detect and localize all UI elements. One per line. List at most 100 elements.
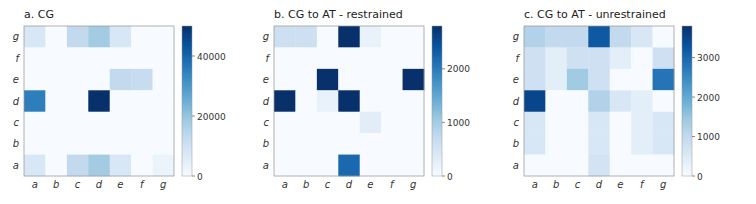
- heatmap-cell: [403, 69, 425, 91]
- heatmap-cell: [653, 155, 675, 177]
- y-tick-label: a: [263, 160, 269, 171]
- heatmap-cell: [653, 90, 675, 112]
- heatmap-cell: [610, 47, 632, 69]
- heatmap-cell: [338, 69, 360, 91]
- heatmap-cell: [338, 155, 360, 177]
- heatmap-cell: [110, 90, 132, 112]
- heatmap-cell: [631, 47, 653, 69]
- heatmap-cell: [131, 112, 153, 134]
- heatmap-cell: [381, 133, 403, 155]
- y-tick-label: c: [264, 117, 270, 128]
- heatmap-cell: [88, 133, 110, 155]
- heatmap-cell: [67, 26, 89, 48]
- x-tick-label: a: [532, 179, 538, 190]
- x-tick-label: b: [303, 179, 309, 190]
- colorbar: [182, 26, 192, 176]
- colorbar-tick-label: 0: [197, 172, 203, 182]
- heatmap-cell: [653, 69, 675, 91]
- x-tick-label: d: [596, 179, 603, 190]
- heatmap-cell: [610, 133, 632, 155]
- colorbar-tick: [692, 97, 695, 98]
- heatmap-cell: [338, 90, 360, 112]
- chart-title: a. CG: [24, 8, 54, 21]
- heatmap-cell: [588, 112, 610, 134]
- heatmap-cell: [67, 90, 89, 112]
- colorbar-tick: [192, 176, 195, 177]
- heatmap-cell: [360, 69, 382, 91]
- y-tick-label: b: [13, 138, 19, 149]
- heatmap-cell: [403, 112, 425, 134]
- heatmap-cell: [153, 26, 175, 48]
- heatmap-cell: [610, 112, 632, 134]
- heatmap-cell: [131, 26, 153, 48]
- x-tick-label: f: [390, 179, 395, 190]
- heatmap-cell: [295, 133, 317, 155]
- x-tick-label: d: [346, 179, 353, 190]
- heatmap-cell: [360, 112, 382, 134]
- heatmap-cell: [153, 47, 175, 69]
- heatmap-cell: [545, 47, 567, 69]
- heatmap-cell: [317, 69, 339, 91]
- heatmap-cell: [381, 112, 403, 134]
- y-tick-label: e: [513, 74, 519, 85]
- colorbar: [682, 26, 692, 176]
- heatmap-cell: [524, 26, 546, 48]
- heatmap-cell: [131, 69, 153, 91]
- x-tick-label: b: [53, 179, 59, 190]
- x-tick-label: g: [160, 179, 166, 190]
- colorbar-tick: [192, 56, 195, 57]
- colorbar-tick-label: 1000: [697, 132, 720, 142]
- heatmap-cell: [45, 69, 67, 91]
- heatmap-cell: [545, 112, 567, 134]
- chart-figure: a. CGabcdefggfedcba02000040000b. CG to A…: [0, 0, 756, 204]
- plot-frame: [24, 26, 174, 176]
- heatmap-cell: [153, 155, 175, 177]
- heatmap-cell: [381, 69, 403, 91]
- heatmap-cell: [338, 26, 360, 48]
- heatmap-cell: [153, 90, 175, 112]
- x-tick-label: a: [32, 179, 38, 190]
- heatmap-cell: [110, 69, 132, 91]
- heatmap-cell: [610, 69, 632, 91]
- y-tick-label: a: [13, 160, 19, 171]
- heatmap-cell: [317, 155, 339, 177]
- heatmap-cell: [131, 155, 153, 177]
- colorbar-tick-label: 20000: [197, 112, 226, 122]
- heatmap-cell: [274, 155, 296, 177]
- colorbar-tick: [692, 176, 695, 177]
- heatmap-cell: [403, 133, 425, 155]
- heatmap-cell: [110, 155, 132, 177]
- heatmap-cell: [45, 47, 67, 69]
- heatmap-cell: [88, 69, 110, 91]
- heatmap-cell: [545, 26, 567, 48]
- heatmap-cell: [381, 47, 403, 69]
- colorbar-tick: [442, 68, 445, 69]
- x-tick-label: a: [282, 179, 288, 190]
- colorbar-tick-label: 3000: [697, 53, 720, 63]
- heatmap-cell: [131, 90, 153, 112]
- heatmap-cell: [524, 90, 546, 112]
- heatmap-cell: [588, 90, 610, 112]
- heatmap-cell: [295, 47, 317, 69]
- colorbar-tick: [692, 57, 695, 58]
- heatmap-cell: [567, 90, 589, 112]
- heatmap-cell: [403, 90, 425, 112]
- heatmap-cell: [381, 90, 403, 112]
- x-tick-label: e: [117, 179, 123, 190]
- y-tick-label: e: [13, 74, 19, 85]
- y-tick-label: b: [513, 138, 519, 149]
- heatmap-cell: [631, 90, 653, 112]
- heatmap-cell: [67, 112, 89, 134]
- y-tick-label: d: [263, 96, 270, 107]
- x-tick-label: g: [660, 179, 666, 190]
- heatmap-cell: [524, 112, 546, 134]
- heatmap-panel: a. CGabcdefggfedcba02000040000: [13, 8, 226, 190]
- colorbar-tick: [692, 136, 695, 137]
- cells: [274, 26, 424, 176]
- heatmap-cell: [110, 133, 132, 155]
- colorbar-tick-label: 40000: [197, 52, 226, 62]
- x-tick-label: f: [640, 179, 645, 190]
- heatmap-cell: [295, 26, 317, 48]
- heatmap-cell: [295, 155, 317, 177]
- heatmap-cell: [631, 155, 653, 177]
